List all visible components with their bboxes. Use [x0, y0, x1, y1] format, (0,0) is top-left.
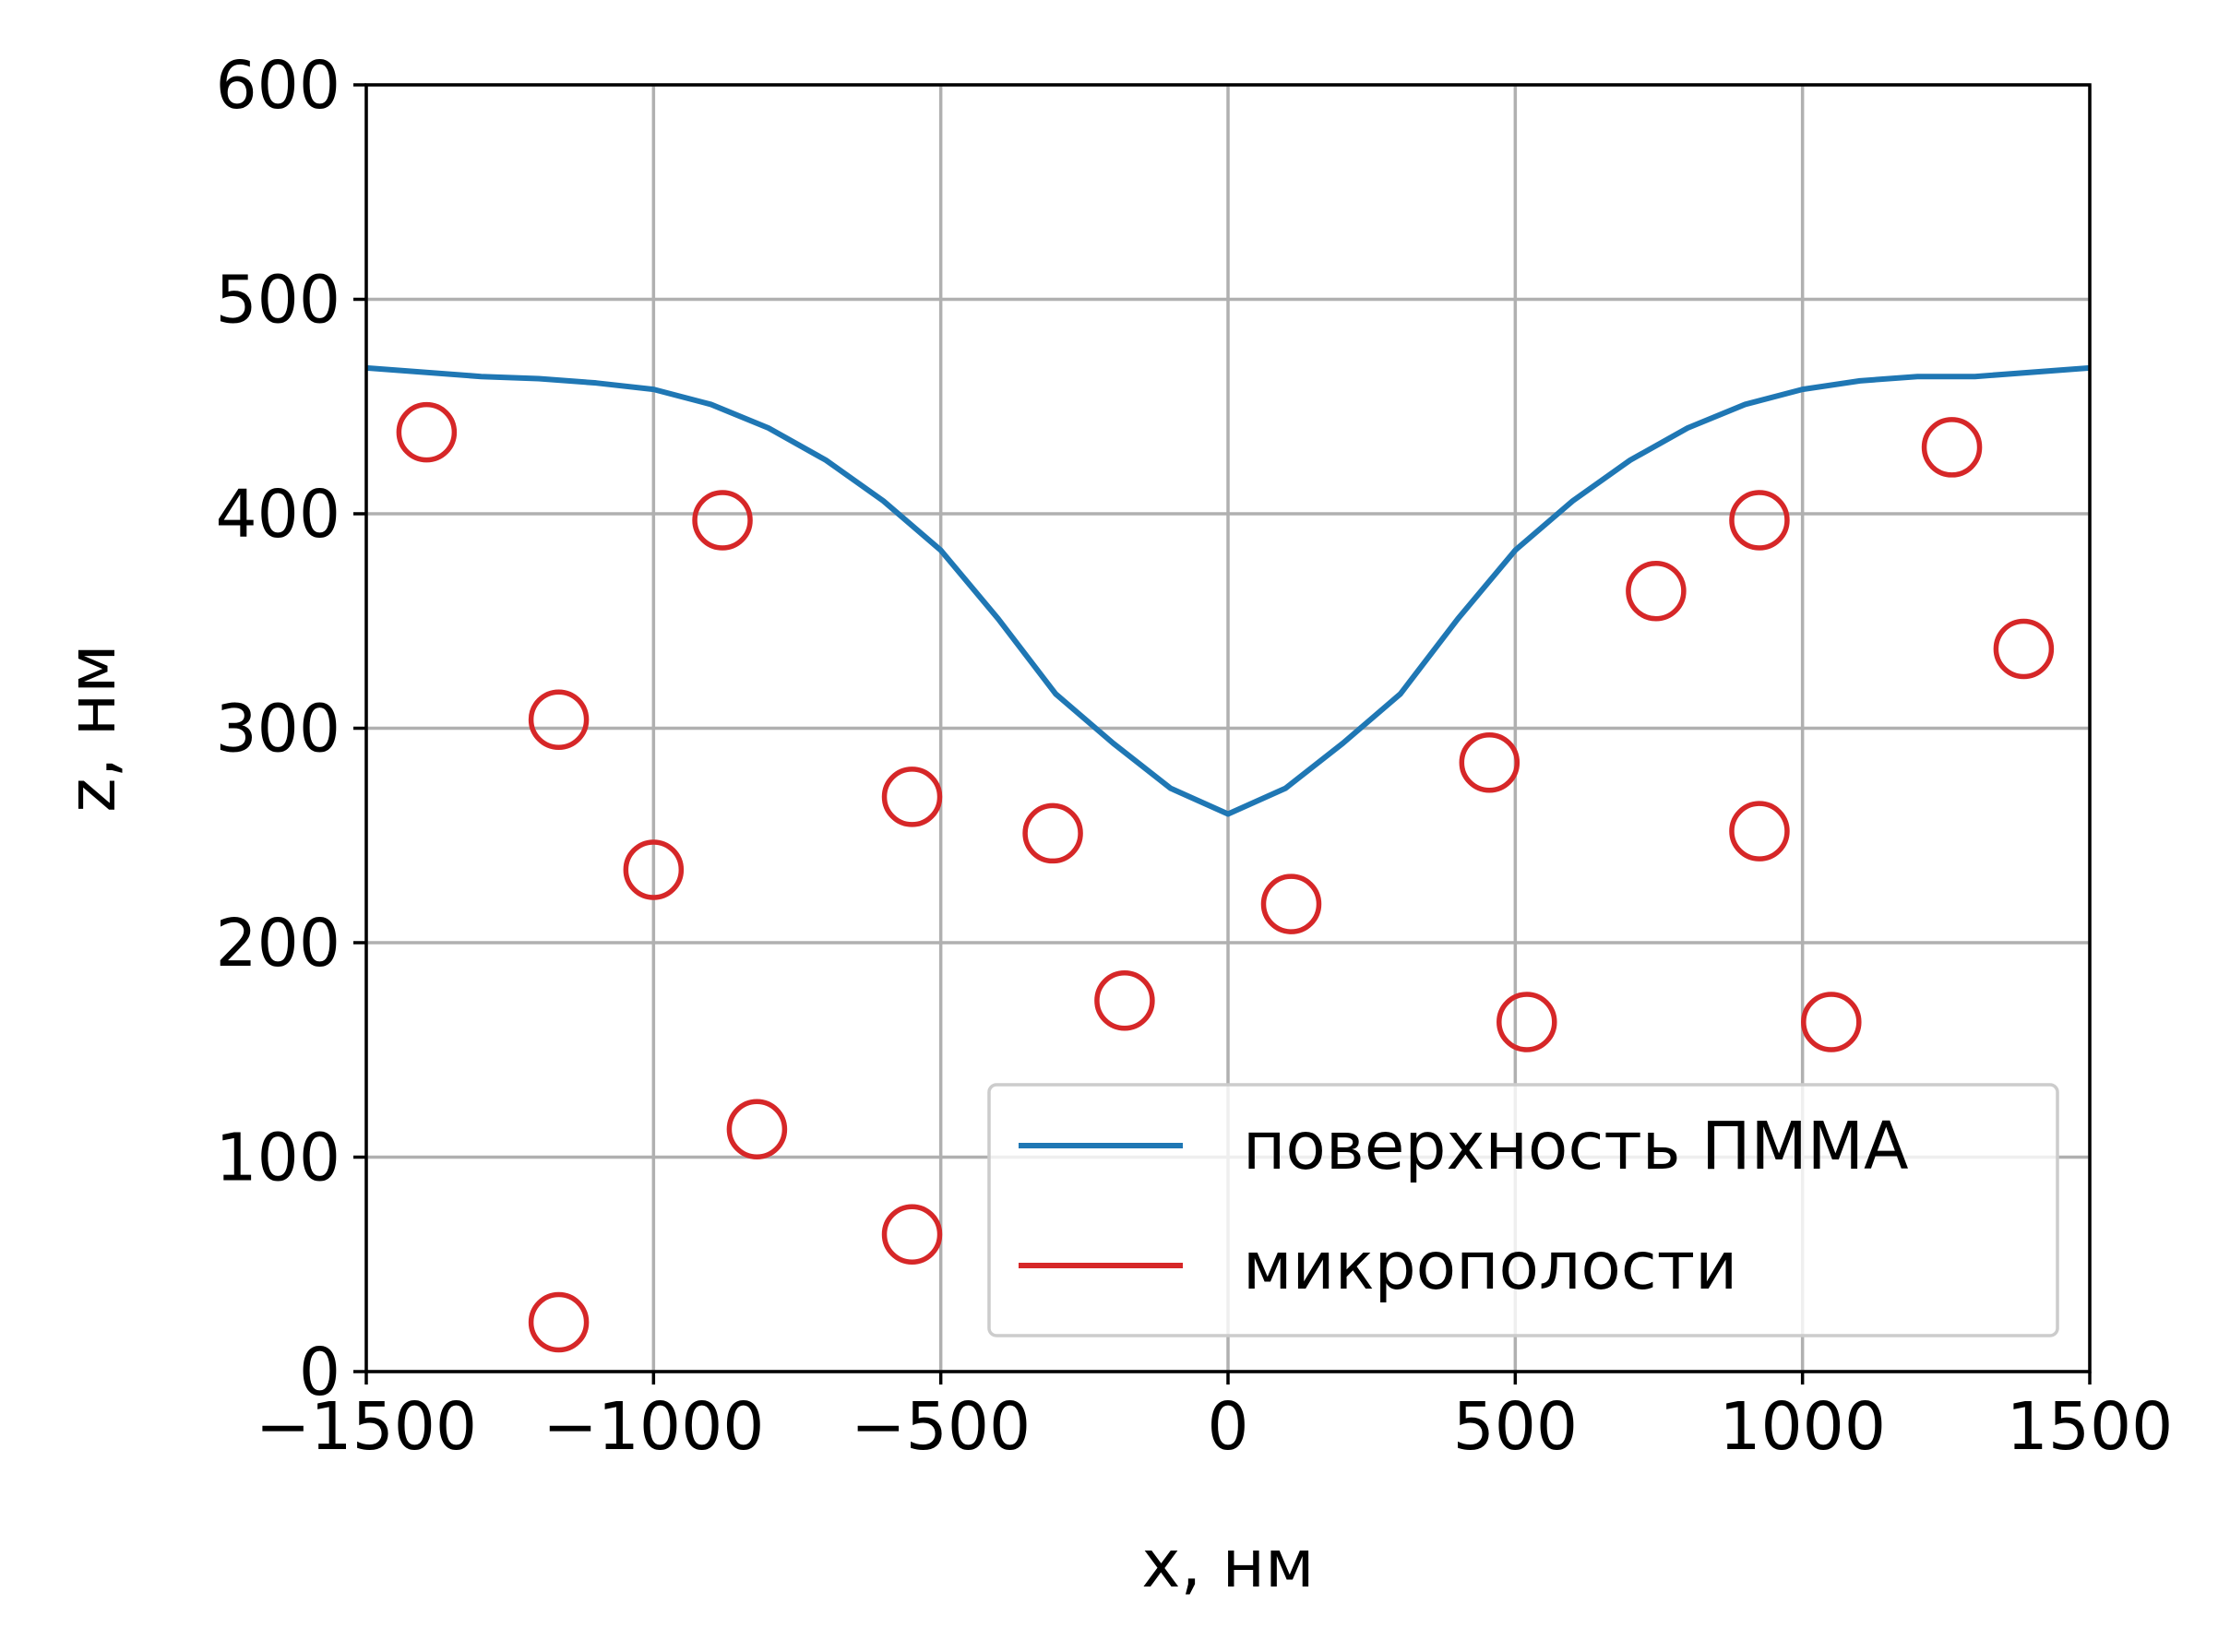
legend-label-pmma-surface: поверхность ПММА [1243, 1108, 1909, 1184]
pmma-surface-series [365, 364, 2091, 817]
microcavity-point [726, 1099, 788, 1160]
microcavity-point [1921, 417, 1983, 478]
y-axis-label: z, нм [54, 644, 130, 812]
microcavity-point [528, 689, 590, 750]
x-tick-label: 500 [1453, 1388, 1579, 1465]
microcavity-point [396, 401, 458, 463]
microcavity-point [1729, 490, 1790, 551]
legend-label-microcavities: микрополости [1243, 1228, 1737, 1304]
x-axis-label: x, нм [1141, 1526, 1314, 1602]
y-tick-label: 500 [215, 262, 340, 339]
microcavity-point [881, 1204, 943, 1265]
microcavity-point [692, 490, 753, 551]
microcavity-point [1094, 970, 1155, 1031]
legend-box [987, 1083, 2059, 1337]
y-tick-label: 0 [299, 1334, 340, 1410]
x-tick-label: −1500 [256, 1388, 477, 1465]
x-tick-label: 1500 [2007, 1388, 2174, 1465]
y-tick-label: 400 [215, 476, 340, 553]
microcavity-point [1459, 731, 1520, 793]
microcavity-point [1729, 801, 1790, 862]
microcavity-point [623, 839, 685, 900]
y-axis-ticks: 0 100 200 300 400 500 600 [215, 47, 366, 1410]
microcavity-point [1626, 560, 1687, 622]
microcavity-point [881, 767, 943, 827]
microcavity-series [396, 401, 2055, 1353]
x-tick-label: −1000 [543, 1388, 764, 1465]
microcavity-point [1497, 992, 1557, 1052]
legend: поверхность ПММА микрополости [987, 1083, 2059, 1337]
x-tick-label: 1000 [1719, 1388, 1886, 1465]
x-axis-ticks: −1500 −1000 −500 0 500 1000 1500 [256, 1372, 2173, 1465]
microcavity-point [528, 1291, 590, 1353]
y-tick-label: 300 [215, 691, 340, 767]
y-tick-label: 100 [215, 1120, 340, 1196]
x-tick-label: 0 [1207, 1388, 1248, 1465]
y-tick-label: 200 [215, 905, 340, 981]
microcavity-point [1260, 874, 1322, 934]
pmma-surface-line [365, 364, 2091, 817]
x-tick-label: −500 [851, 1388, 1031, 1465]
microcavity-point [1022, 802, 1083, 864]
microcavity-point [1801, 992, 1862, 1052]
y-tick-label: 600 [215, 47, 340, 124]
microcavity-point [1993, 618, 2055, 680]
